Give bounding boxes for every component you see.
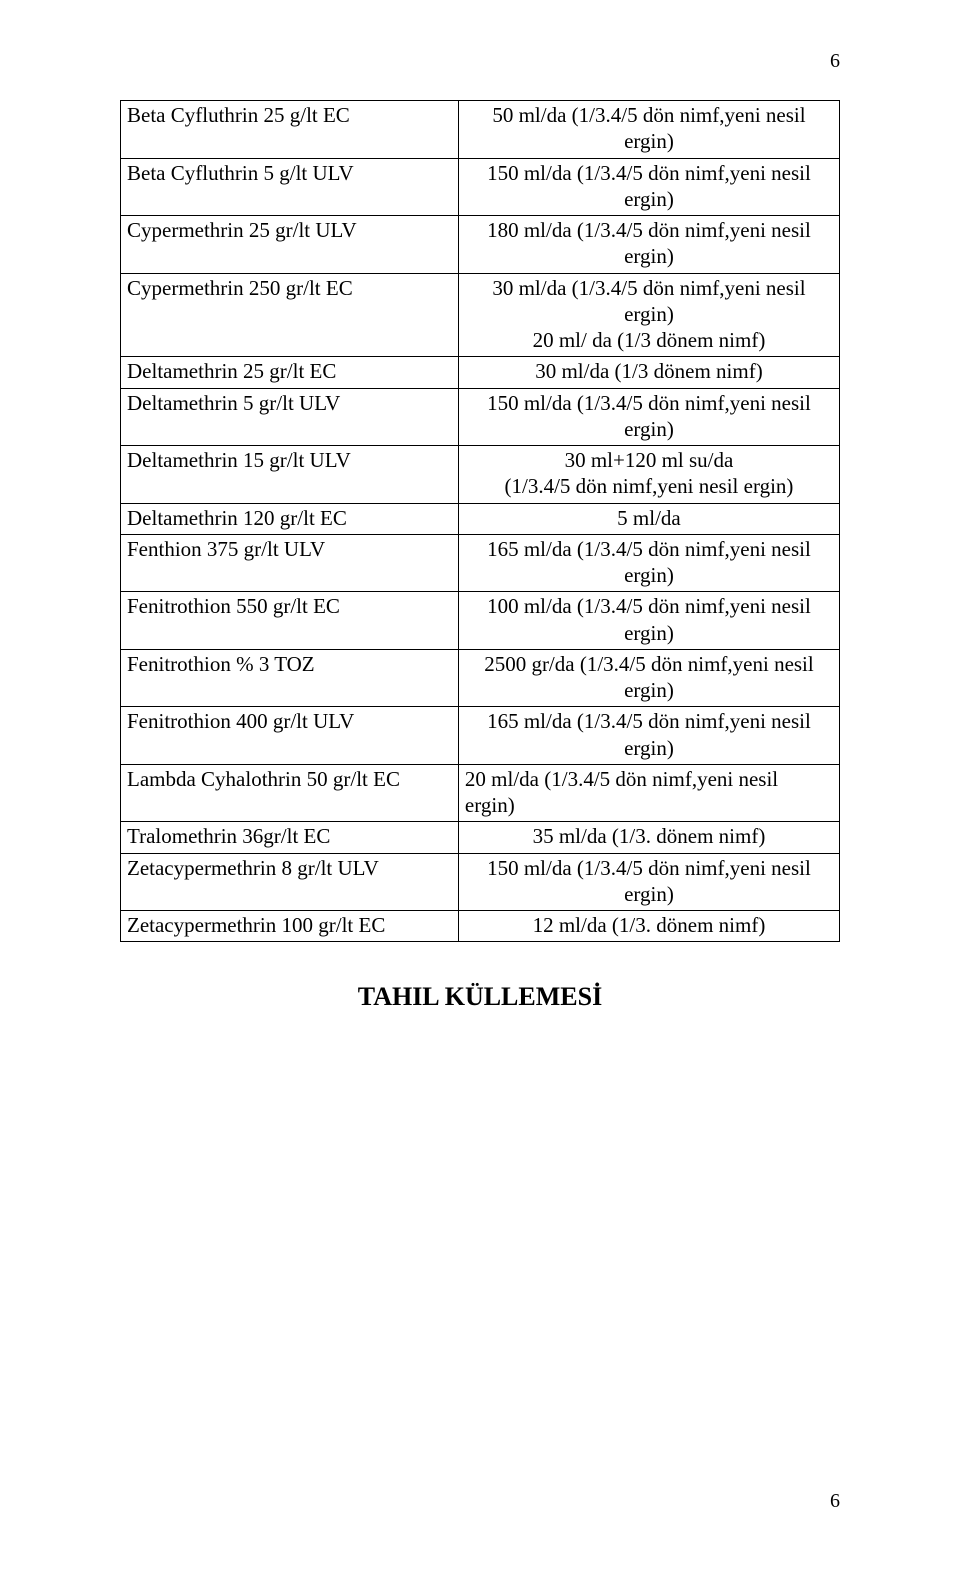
- cell-right: 35 ml/da (1/3. dönem nimf): [458, 822, 839, 853]
- cell-right: 150 ml/da (1/3.4/5 dön nimf,yeni nesil e…: [458, 158, 839, 216]
- table-row: Beta Cyfluthrin 5 g/lt ULV150 ml/da (1/3…: [121, 158, 840, 216]
- cell-left: Tralomethrin 36gr/lt EC: [121, 822, 459, 853]
- cell-left: Fenitrothion 550 gr/lt EC: [121, 592, 459, 650]
- pesticide-table: Beta Cyfluthrin 25 g/lt EC50 ml/da (1/3.…: [120, 100, 840, 942]
- cell-right: 2500 gr/da (1/3.4/5 dön nimf,yeni nesil …: [458, 649, 839, 707]
- page-number-top: 6: [830, 50, 840, 73]
- table-row: Lambda Cyhalothrin 50 gr/lt EC20 ml/da (…: [121, 764, 840, 822]
- table-row: Cypermethrin 25 gr/lt ULV180 ml/da (1/3.…: [121, 216, 840, 274]
- cell-right: 50 ml/da (1/3.4/5 dön nimf,yeni nesil er…: [458, 101, 839, 159]
- table-row: Fenitrothion 550 gr/lt EC100 ml/da (1/3.…: [121, 592, 840, 650]
- table-row: Fenitrothion 400 gr/lt ULV165 ml/da (1/3…: [121, 707, 840, 765]
- cell-right: 12 ml/da (1/3. dönem nimf): [458, 911, 839, 942]
- cell-right: 30 ml/da (1/3 dönem nimf): [458, 357, 839, 388]
- table-row: Tralomethrin 36gr/lt EC35 ml/da (1/3. dö…: [121, 822, 840, 853]
- cell-left: Cypermethrin 250 gr/lt EC: [121, 273, 459, 357]
- cell-left: Fenitrothion % 3 TOZ: [121, 649, 459, 707]
- cell-right: 20 ml/da (1/3.4/5 dön nimf,yeni nesil er…: [458, 764, 839, 822]
- table-row: Fenitrothion % 3 TOZ2500 gr/da (1/3.4/5 …: [121, 649, 840, 707]
- table-row: Beta Cyfluthrin 25 g/lt EC50 ml/da (1/3.…: [121, 101, 840, 159]
- cell-left: Zetacypermethrin 8 gr/lt ULV: [121, 853, 459, 911]
- table-row: Fenthion 375 gr/lt ULV165 ml/da (1/3.4/5…: [121, 534, 840, 592]
- cell-right: 30 ml+120 ml su/da(1/3.4/5 dön nimf,yeni…: [458, 446, 839, 504]
- cell-left: Deltamethrin 5 gr/lt ULV: [121, 388, 459, 446]
- cell-right: 165 ml/da (1/3.4/5 dön nimf,yeni nesil e…: [458, 534, 839, 592]
- cell-right: 100 ml/da (1/3.4/5 dön nimf,yeni nesil e…: [458, 592, 839, 650]
- cell-right: 30 ml/da (1/3.4/5 dön nimf,yeni nesil er…: [458, 273, 839, 357]
- cell-right: 5 ml/da: [458, 503, 839, 534]
- cell-right: 150 ml/da (1/3.4/5 dön nimf,yeni nesil e…: [458, 388, 839, 446]
- page-number-bottom: 6: [830, 1490, 840, 1513]
- cell-left: Deltamethrin 25 gr/lt EC: [121, 357, 459, 388]
- cell-left: Fenthion 375 gr/lt ULV: [121, 534, 459, 592]
- cell-left: Beta Cyfluthrin 5 g/lt ULV: [121, 158, 459, 216]
- table-row: Deltamethrin 120 gr/lt EC5 ml/da: [121, 503, 840, 534]
- cell-right: 180 ml/da (1/3.4/5 dön nimf,yeni nesil e…: [458, 216, 839, 274]
- cell-left: Beta Cyfluthrin 25 g/lt EC: [121, 101, 459, 159]
- table-row: Deltamethrin 25 gr/lt EC30 ml/da (1/3 dö…: [121, 357, 840, 388]
- table-row: Cypermethrin 250 gr/lt EC30 ml/da (1/3.4…: [121, 273, 840, 357]
- cell-right: 165 ml/da (1/3.4/5 dön nimf,yeni nesil e…: [458, 707, 839, 765]
- cell-left: Cypermethrin 25 gr/lt ULV: [121, 216, 459, 274]
- table-row: Deltamethrin 5 gr/lt ULV150 ml/da (1/3.4…: [121, 388, 840, 446]
- cell-right: 150 ml/da (1/3.4/5 dön nimf,yeni nesil e…: [458, 853, 839, 911]
- cell-left: Zetacypermethrin 100 gr/lt EC: [121, 911, 459, 942]
- cell-left: Fenitrothion 400 gr/lt ULV: [121, 707, 459, 765]
- cell-left: Deltamethrin 120 gr/lt EC: [121, 503, 459, 534]
- table-row: Zetacypermethrin 8 gr/lt ULV150 ml/da (1…: [121, 853, 840, 911]
- table-row: Zetacypermethrin 100 gr/lt EC12 ml/da (1…: [121, 911, 840, 942]
- cell-left: Deltamethrin 15 gr/lt ULV: [121, 446, 459, 504]
- section-heading: TAHIL KÜLLEMESİ: [120, 982, 840, 1012]
- cell-left: Lambda Cyhalothrin 50 gr/lt EC: [121, 764, 459, 822]
- table-row: Deltamethrin 15 gr/lt ULV30 ml+120 ml su…: [121, 446, 840, 504]
